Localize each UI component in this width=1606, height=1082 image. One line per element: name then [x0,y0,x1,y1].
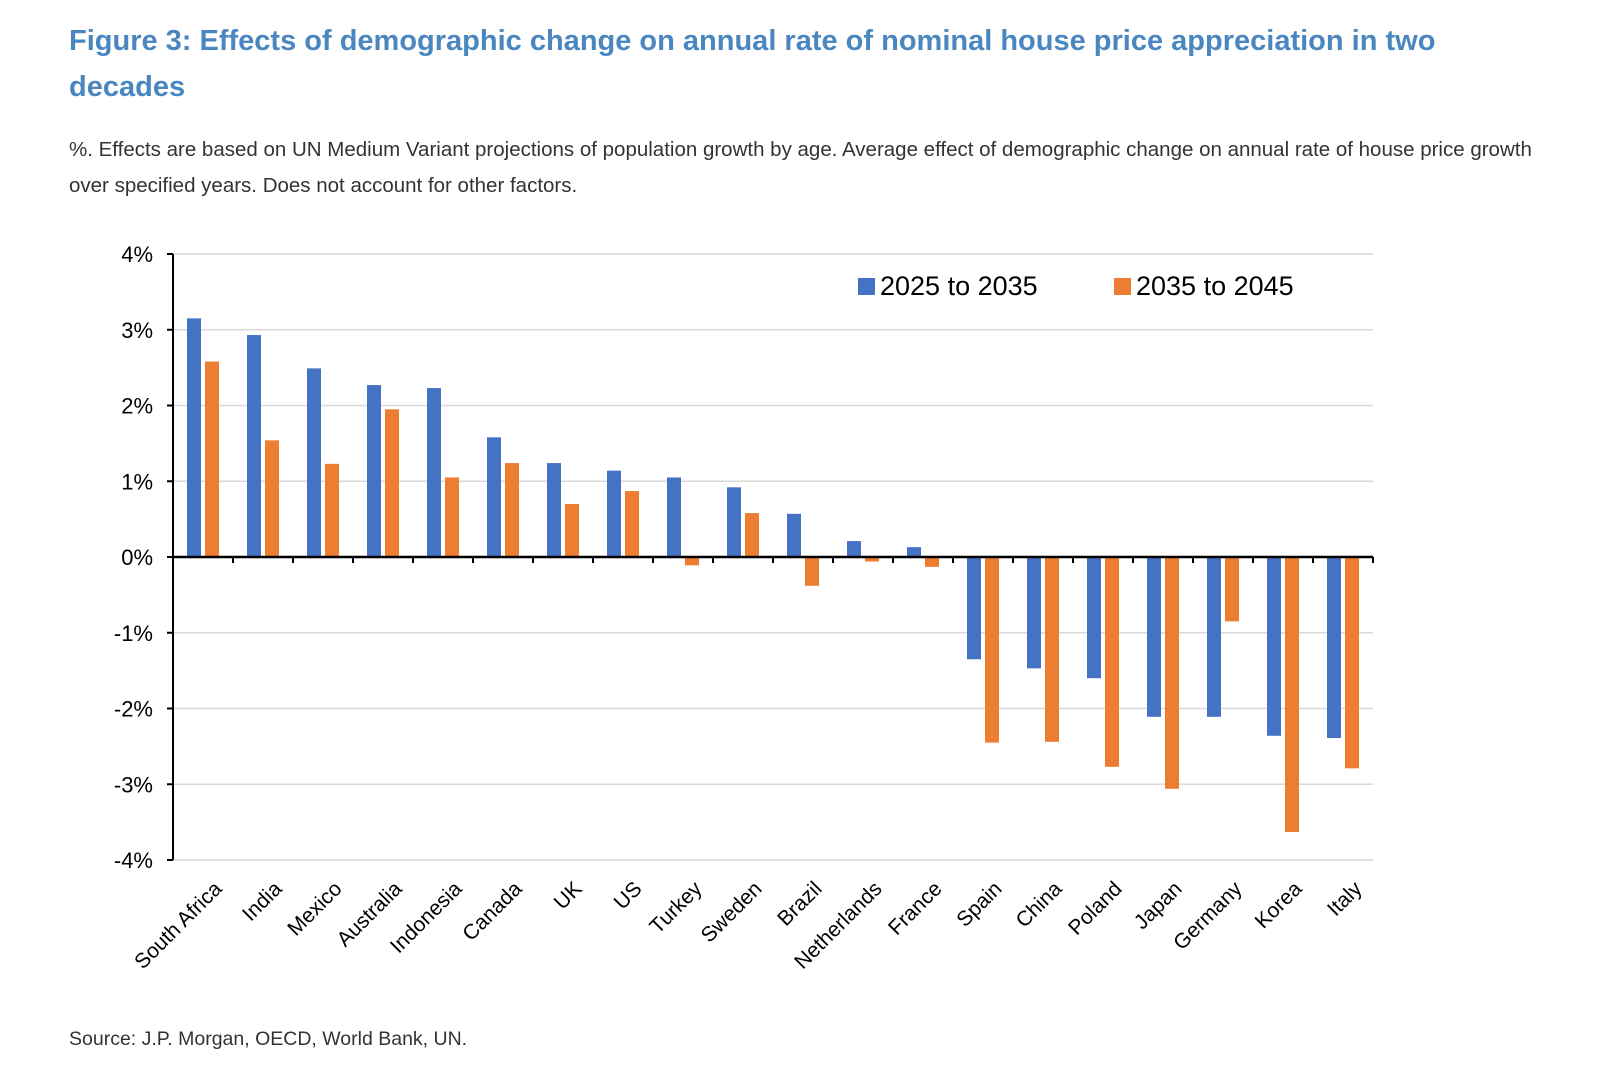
bar-series-2 [265,440,279,557]
bar-series-1 [727,487,741,557]
category-label: France [884,877,946,939]
y-tick-labels: 4% 3% 2% 1% 0% -1% -2% -3% -4% [114,242,153,873]
bar-series-1 [1027,557,1041,669]
bar-series-2 [805,557,819,586]
category-label: Sweden [697,877,767,947]
bar-series-2 [565,503,579,557]
bar-series-1 [1327,557,1341,739]
y-tick-label: -1% [114,621,153,646]
bar-chart: 4% 3% 2% 1% 0% -1% -2% -3% -4% South Africa India… [114,242,1374,974]
bar-series-1 [1147,557,1161,717]
source-note: Source: J.P. Morgan, OECD, World Bank, U… [69,1028,468,1050]
bar-series-1 [847,541,861,557]
bar-series-1 [367,385,381,557]
bar-series-1 [547,463,561,557]
bar-series-1 [247,335,261,557]
bar-series-2 [445,477,459,557]
bar-series-2 [685,557,699,566]
chart-title: Figure 3: Effects of demographic change … [69,25,1436,103]
bar-series-1 [907,547,921,557]
category-label: South Africa [130,877,227,974]
y-tick-label: 3% [121,318,153,343]
legend-label: 2035 to 2045 [1136,271,1294,301]
category-label: Italy [1323,877,1367,921]
category-label: Japan [1130,877,1187,934]
bar-series-2 [1105,557,1119,767]
bar-series-1 [1087,557,1101,679]
bar-series-2 [865,557,879,562]
legend: 2025 to 2035 2035 to 2045 [858,271,1294,301]
chart-subtitle: %. Effects are based on UN Medium Varian… [69,138,1532,197]
bar-series-2 [385,409,399,557]
bar-series-1 [187,318,201,557]
bar-series-1 [1207,557,1221,717]
bar-series-1 [307,368,321,557]
bar-series-2 [745,513,759,557]
axes [167,253,1374,861]
bar-series-2 [625,491,639,557]
category-label: Spain [952,877,1006,931]
legend-label: 2025 to 2035 [880,271,1038,301]
y-tick-label: 4% [121,242,153,267]
y-tick-label: 2% [121,394,153,419]
y-tick-label: 0% [121,545,153,570]
y-tick-label: -4% [114,848,153,873]
bar-series-2 [1285,557,1299,832]
category-labels: South Africa IndiaMexicoAustraliaIndonesi… [130,877,1367,974]
category-label: China [1011,877,1066,932]
bar-series-2 [1045,557,1059,742]
legend-swatch [858,278,875,295]
bar-series-2 [985,557,999,743]
category-label: UK [550,877,587,914]
bar-series-2 [205,361,219,557]
bar-series-2 [1225,557,1239,622]
category-label: Korea [1251,877,1307,933]
category-label: India [238,877,287,926]
bar-series-1 [1267,557,1281,736]
y-tick-label: -3% [114,772,153,797]
category-label: US [610,877,647,914]
bar-series-2 [505,463,519,557]
bar-series-1 [787,513,801,557]
bar-series-1 [967,557,981,660]
bar-series-2 [1345,557,1359,769]
category-label: Brazil [773,877,826,930]
bar-series-1 [607,470,621,557]
bar-series-2 [925,557,939,567]
bar-series-2 [1165,557,1179,789]
y-tick-label: 1% [121,469,153,494]
bar-series-1 [487,437,501,557]
legend-swatch [1114,278,1131,295]
y-tick-label: -2% [114,697,153,722]
bars [187,318,1359,832]
bar-series-1 [667,477,681,557]
category-label: Canada [458,877,527,946]
category-label: Poland [1064,877,1127,940]
bar-series-2 [325,463,339,557]
bar-series-1 [427,388,441,557]
